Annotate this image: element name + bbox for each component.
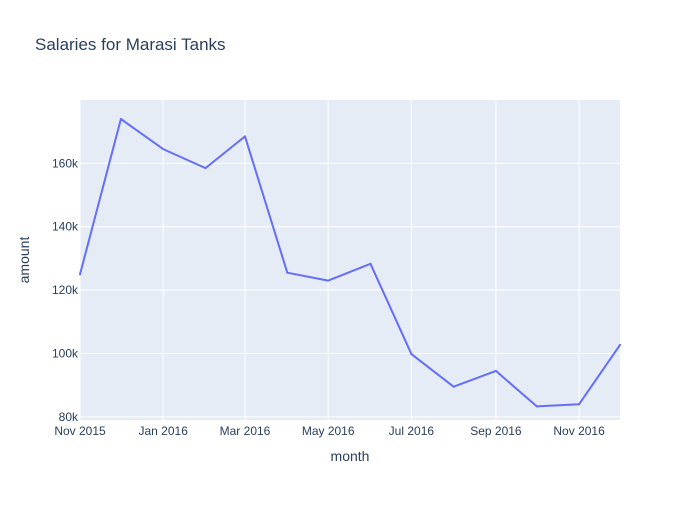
x-tick-label: Nov 2016 xyxy=(553,424,605,438)
data-point xyxy=(204,167,207,170)
data-point xyxy=(578,403,581,406)
data-point xyxy=(162,148,165,151)
series-layer xyxy=(79,118,621,408)
y-axis-title: amount xyxy=(16,237,32,284)
x-tick-label: May 2016 xyxy=(302,424,355,438)
data-point xyxy=(327,279,330,282)
x-tick-label: Nov 2015 xyxy=(54,424,106,438)
y-tick-label: 160k xyxy=(52,156,79,170)
data-point xyxy=(119,118,122,121)
data-point xyxy=(244,135,246,138)
plot-area xyxy=(80,100,620,420)
data-point xyxy=(452,385,455,388)
y-tick-label: 140k xyxy=(52,220,79,234)
x-tick-label: Jan 2016 xyxy=(138,424,188,438)
x-tick-label: Mar 2016 xyxy=(220,424,271,438)
data-point xyxy=(79,273,81,276)
y-axis-ticks: 80k 100k 120k 140k 160k xyxy=(52,156,79,423)
x-tick-label: Sep 2016 xyxy=(470,424,522,438)
grid xyxy=(79,100,620,420)
y-tick-label: 120k xyxy=(52,283,79,297)
x-tick-label: Jul 2016 xyxy=(389,424,435,438)
y-tick-label: 80k xyxy=(59,410,79,424)
data-point xyxy=(410,353,413,356)
series-line xyxy=(79,118,621,408)
y-tick-label: 100k xyxy=(52,346,79,360)
data-point xyxy=(535,405,538,408)
chart-title: Salaries for Marasi Tanks xyxy=(35,35,226,54)
data-point xyxy=(619,343,621,346)
x-axis-title: month xyxy=(331,448,370,464)
data-point xyxy=(286,271,289,274)
data-point xyxy=(494,369,497,372)
x-axis-ticks: Nov 2015 Jan 2016 Mar 2016 May 2016 Jul 2016… xyxy=(54,424,605,438)
data-point xyxy=(369,262,372,265)
